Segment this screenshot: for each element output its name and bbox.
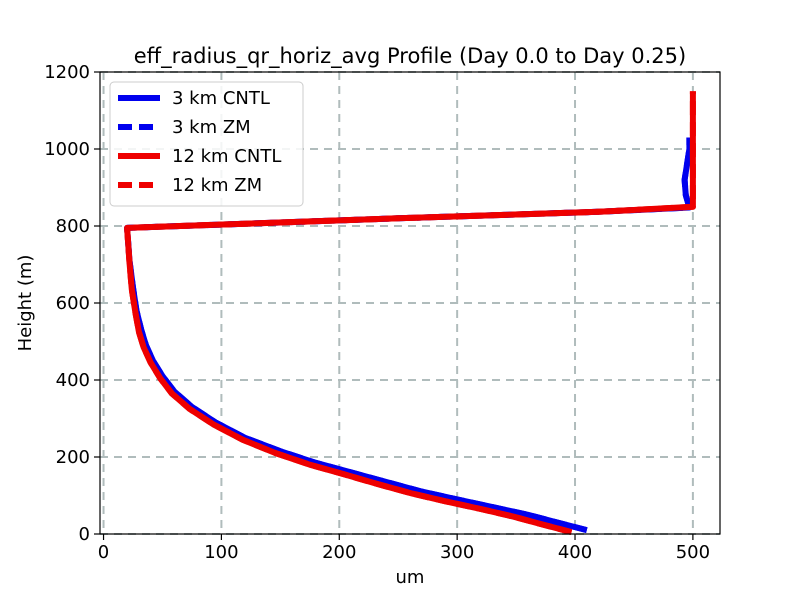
chart-title: eff_radius_qr_horiz_avg Profile (Day 0.0…	[134, 44, 686, 69]
legend-label: 12 km CNTL	[172, 146, 281, 167]
y-tick-label: 400	[56, 370, 90, 391]
legend-label: 12 km ZM	[172, 175, 262, 196]
y-tick-label: 0	[79, 524, 90, 545]
y-tick-label: 1200	[44, 62, 90, 83]
y-tick-label: 800	[56, 216, 90, 237]
x-tick-label: 0	[98, 542, 109, 563]
y-tick-label: 600	[56, 293, 90, 314]
legend-box	[109, 81, 304, 207]
x-tick-label: 500	[676, 542, 710, 563]
series-line-12-km-zm	[124, 91, 696, 536]
y-axis-label: Height (m)	[15, 255, 36, 352]
legend-label: 3 km ZM	[172, 117, 251, 138]
y-tick-label: 200	[56, 447, 90, 468]
x-tick-label: 100	[204, 542, 238, 563]
y-tick-label: 1000	[44, 139, 90, 160]
series-group	[124, 91, 696, 536]
legend: 3 km CNTL 3 km ZM 12 km CNTL 12 km ZM	[109, 81, 304, 207]
legend-label: 3 km CNTL	[172, 88, 270, 109]
x-tick-label: 400	[558, 542, 592, 563]
x-axis-label: um	[396, 567, 425, 588]
axis-ticks: 0 100 200 300 400 500 0 200 400 600 800 1000 1200	[44, 62, 710, 563]
x-tick-label: 300	[440, 542, 474, 563]
x-tick-label: 200	[322, 542, 356, 563]
